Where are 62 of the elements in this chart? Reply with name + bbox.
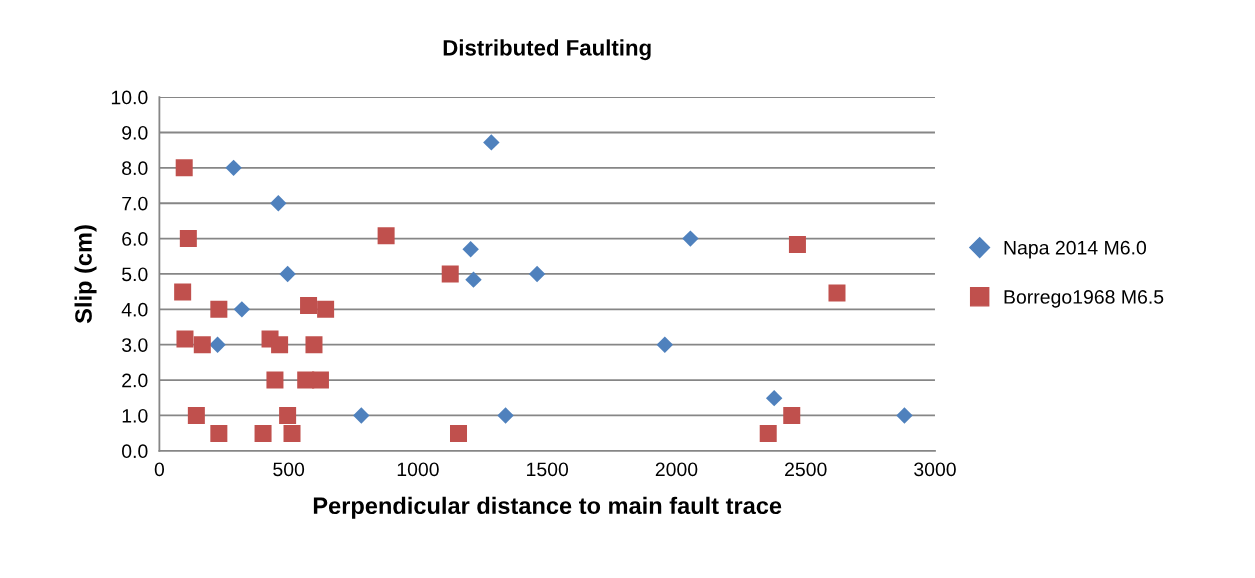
point bbox=[353, 407, 370, 424]
point bbox=[497, 407, 514, 424]
point bbox=[254, 425, 272, 443]
legend-label: Napa 2014 M6.0 bbox=[1004, 240, 1147, 259]
point bbox=[210, 300, 228, 318]
point bbox=[266, 371, 284, 389]
point bbox=[305, 336, 323, 354]
point bbox=[179, 230, 197, 248]
point bbox=[656, 336, 674, 353]
point bbox=[450, 425, 468, 443]
y-tick-label: 9.0 bbox=[122, 125, 148, 140]
x-tick-label: 1000 bbox=[397, 462, 439, 477]
legend-label: Borrego1968 M6.5 bbox=[1004, 290, 1164, 308]
x-tick-label: 0 bbox=[154, 462, 165, 477]
y-tick-label: 0.0 bbox=[122, 444, 148, 459]
point bbox=[528, 265, 546, 283]
y-tick-label: 10.0 bbox=[111, 90, 148, 105]
y-tick-label: 6.0 bbox=[122, 232, 148, 246]
point bbox=[193, 336, 211, 354]
point bbox=[311, 371, 329, 389]
point bbox=[441, 265, 459, 283]
point bbox=[174, 283, 192, 301]
y-tick-label: 7.0 bbox=[122, 196, 148, 211]
point bbox=[896, 407, 913, 424]
chart-title: Distributed Faulting bbox=[443, 39, 651, 61]
y-tick-label: 1.0 bbox=[122, 408, 148, 423]
y-tick-label: 3.0 bbox=[121, 338, 148, 352]
x-tick-label: 500 bbox=[273, 462, 305, 477]
point bbox=[300, 296, 318, 314]
point bbox=[759, 425, 777, 443]
point bbox=[283, 425, 301, 443]
point bbox=[682, 230, 699, 247]
point bbox=[765, 389, 783, 407]
point bbox=[377, 227, 395, 245]
y-tick-label: 5.0 bbox=[122, 267, 148, 282]
point bbox=[483, 134, 500, 151]
point bbox=[462, 240, 479, 258]
y-axis-title: Slip (cm) bbox=[74, 225, 97, 324]
point bbox=[783, 406, 801, 424]
x-tick-label: 2500 bbox=[785, 462, 827, 477]
point bbox=[225, 159, 242, 177]
x-tick-label: 3000 bbox=[914, 462, 956, 477]
x-axis-title: Perpendicular distance to main fault trace bbox=[313, 496, 782, 519]
point bbox=[788, 236, 806, 254]
point bbox=[176, 330, 194, 348]
point bbox=[187, 406, 205, 424]
point bbox=[270, 195, 287, 212]
y-tick-label: 2.0 bbox=[122, 373, 148, 388]
x-tick-label: 1500 bbox=[527, 462, 569, 477]
point bbox=[233, 301, 251, 318]
point bbox=[279, 406, 297, 424]
point bbox=[828, 284, 846, 302]
x-tick-label: 2000 bbox=[655, 462, 698, 477]
point bbox=[317, 300, 335, 318]
y-tick-label: 8.0 bbox=[122, 161, 148, 176]
y-tick-label: 4.0 bbox=[121, 302, 148, 317]
point bbox=[209, 336, 226, 353]
point bbox=[210, 425, 228, 443]
point bbox=[279, 265, 296, 283]
point bbox=[271, 336, 289, 354]
point bbox=[175, 159, 193, 177]
point bbox=[465, 271, 482, 288]
